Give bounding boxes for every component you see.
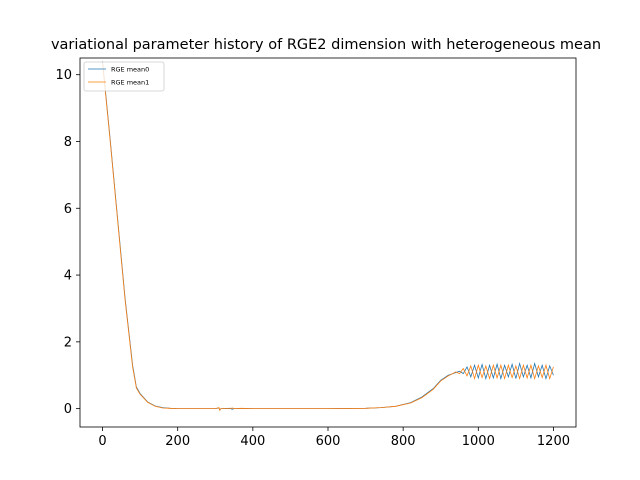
x-tick-label: 1200 bbox=[537, 434, 570, 449]
y-tick-label: 2 bbox=[64, 335, 72, 350]
y-tick-label: 10 bbox=[55, 68, 72, 83]
legend-label-mean1: RGE mean1 bbox=[111, 79, 149, 87]
x-tick-label: 800 bbox=[391, 434, 416, 449]
y-tick-label: 4 bbox=[64, 269, 72, 284]
series-line-1 bbox=[102, 62, 554, 412]
axes-frame bbox=[79, 57, 577, 428]
x-tick-label: 0 bbox=[98, 434, 106, 449]
y-axis: 0 2 4 6 8 10 bbox=[55, 68, 80, 417]
y-tick-label: 8 bbox=[64, 135, 72, 150]
series-line-0 bbox=[102, 61, 554, 411]
legend: RGE mean0 RGE mean1 bbox=[83, 61, 165, 92]
x-tick-label: 1000 bbox=[462, 434, 495, 449]
x-tick-label: 200 bbox=[165, 434, 190, 449]
y-tick-label: 6 bbox=[64, 202, 72, 217]
chart-title: variational parameter history of RGE2 di… bbox=[51, 37, 601, 53]
legend-label-mean0: RGE mean0 bbox=[111, 66, 149, 74]
x-tick-label: 400 bbox=[240, 434, 265, 449]
plot-area bbox=[102, 61, 554, 412]
x-tick-label: 600 bbox=[316, 434, 341, 449]
y-tick-label: 0 bbox=[64, 402, 72, 417]
x-axis: 0 200 400 600 800 1000 1200 bbox=[98, 427, 570, 449]
